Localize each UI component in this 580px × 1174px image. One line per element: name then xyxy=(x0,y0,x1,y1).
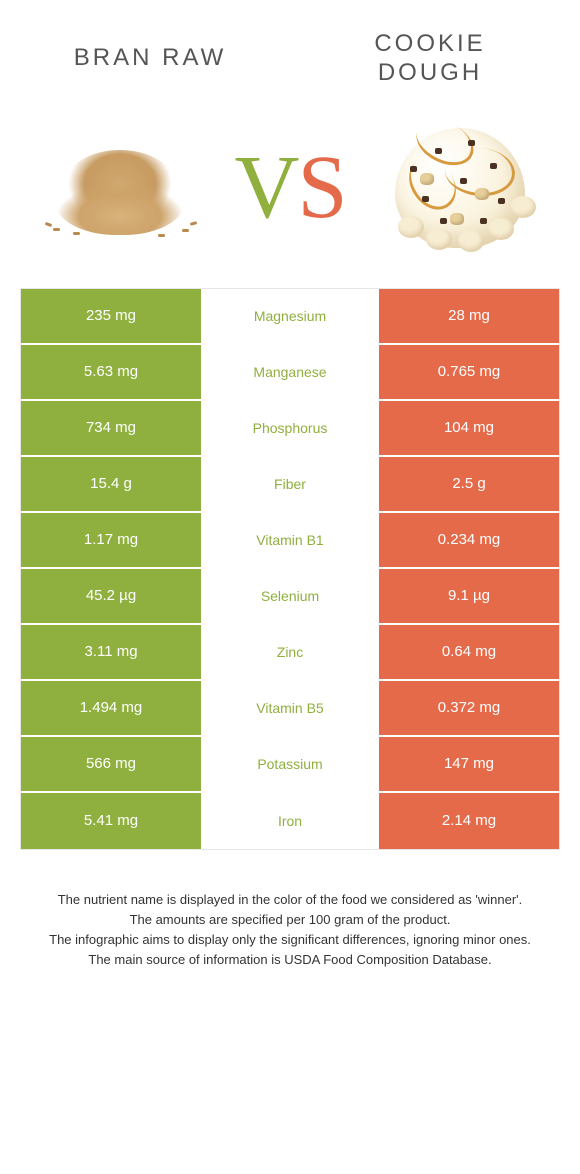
right-value-cell: 9.1 µg xyxy=(379,569,559,623)
table-row: 3.11 mgZinc0.64 mg xyxy=(21,625,559,681)
footnotes: The nutrient name is displayed in the co… xyxy=(30,890,550,971)
left-value-cell: 734 mg xyxy=(21,401,201,455)
table-row: 235 mgMagnesium28 mg xyxy=(21,289,559,345)
table-row: 566 mgPotassium147 mg xyxy=(21,737,559,793)
nutrient-table: 235 mgMagnesium28 mg5.63 mgManganese0.76… xyxy=(20,288,560,850)
footnote-line: The main source of information is USDA F… xyxy=(30,950,550,970)
left-value-cell: 566 mg xyxy=(21,737,201,791)
left-food-image xyxy=(30,118,210,258)
nutrient-name-cell: Selenium xyxy=(201,569,379,623)
nutrient-name-cell: Manganese xyxy=(201,345,379,399)
left-value-cell: 5.41 mg xyxy=(21,793,201,849)
footnote-line: The infographic aims to display only the… xyxy=(30,930,550,950)
table-row: 1.17 mgVitamin B10.234 mg xyxy=(21,513,559,569)
images-row: VS xyxy=(0,98,580,288)
left-food-title: BRAN RAW xyxy=(30,44,270,73)
left-value-cell: 3.11 mg xyxy=(21,625,201,679)
footnote-line: The nutrient name is displayed in the co… xyxy=(30,890,550,910)
table-row: 5.63 mgManganese0.765 mg xyxy=(21,345,559,401)
left-value-cell: 1.17 mg xyxy=(21,513,201,567)
nutrient-name-cell: Vitamin B1 xyxy=(201,513,379,567)
table-row: 5.41 mgIron2.14 mg xyxy=(21,793,559,849)
vs-v: V xyxy=(234,143,297,233)
table-row: 15.4 gFiber2.5 g xyxy=(21,457,559,513)
ice-cream-icon xyxy=(380,118,540,258)
table-row: 1.494 mgVitamin B50.372 mg xyxy=(21,681,559,737)
nutrient-name-cell: Magnesium xyxy=(201,289,379,343)
vs-label: VS xyxy=(234,143,345,233)
right-food-image xyxy=(370,118,550,258)
right-value-cell: 28 mg xyxy=(379,289,559,343)
right-value-cell: 0.765 mg xyxy=(379,345,559,399)
nutrient-name-cell: Phosphorus xyxy=(201,401,379,455)
footnote-line: The amounts are specified per 100 gram o… xyxy=(30,910,550,930)
nutrient-name-cell: Vitamin B5 xyxy=(201,681,379,735)
right-value-cell: 104 mg xyxy=(379,401,559,455)
right-value-cell: 0.372 mg xyxy=(379,681,559,735)
left-value-cell: 1.494 mg xyxy=(21,681,201,735)
title-row: BRAN RAW COOKIE DOUGH xyxy=(0,0,580,98)
nutrient-name-cell: Fiber xyxy=(201,457,379,511)
left-value-cell: 15.4 g xyxy=(21,457,201,511)
left-value-cell: 5.63 mg xyxy=(21,345,201,399)
bran-pile-icon xyxy=(45,140,195,235)
table-row: 734 mgPhosphorus104 mg xyxy=(21,401,559,457)
vs-s: S xyxy=(297,143,345,233)
left-value-cell: 45.2 µg xyxy=(21,569,201,623)
right-value-cell: 2.5 g xyxy=(379,457,559,511)
nutrient-name-cell: Potassium xyxy=(201,737,379,791)
right-value-cell: 0.234 mg xyxy=(379,513,559,567)
right-food-title: COOKIE DOUGH xyxy=(310,30,550,88)
right-value-cell: 0.64 mg xyxy=(379,625,559,679)
right-food-title-line1: COOKIE xyxy=(374,30,485,57)
right-food-title-line2: DOUGH xyxy=(378,59,482,86)
right-value-cell: 2.14 mg xyxy=(379,793,559,849)
nutrient-name-cell: Zinc xyxy=(201,625,379,679)
nutrient-name-cell: Iron xyxy=(201,793,379,849)
left-value-cell: 235 mg xyxy=(21,289,201,343)
table-row: 45.2 µgSelenium9.1 µg xyxy=(21,569,559,625)
right-value-cell: 147 mg xyxy=(379,737,559,791)
